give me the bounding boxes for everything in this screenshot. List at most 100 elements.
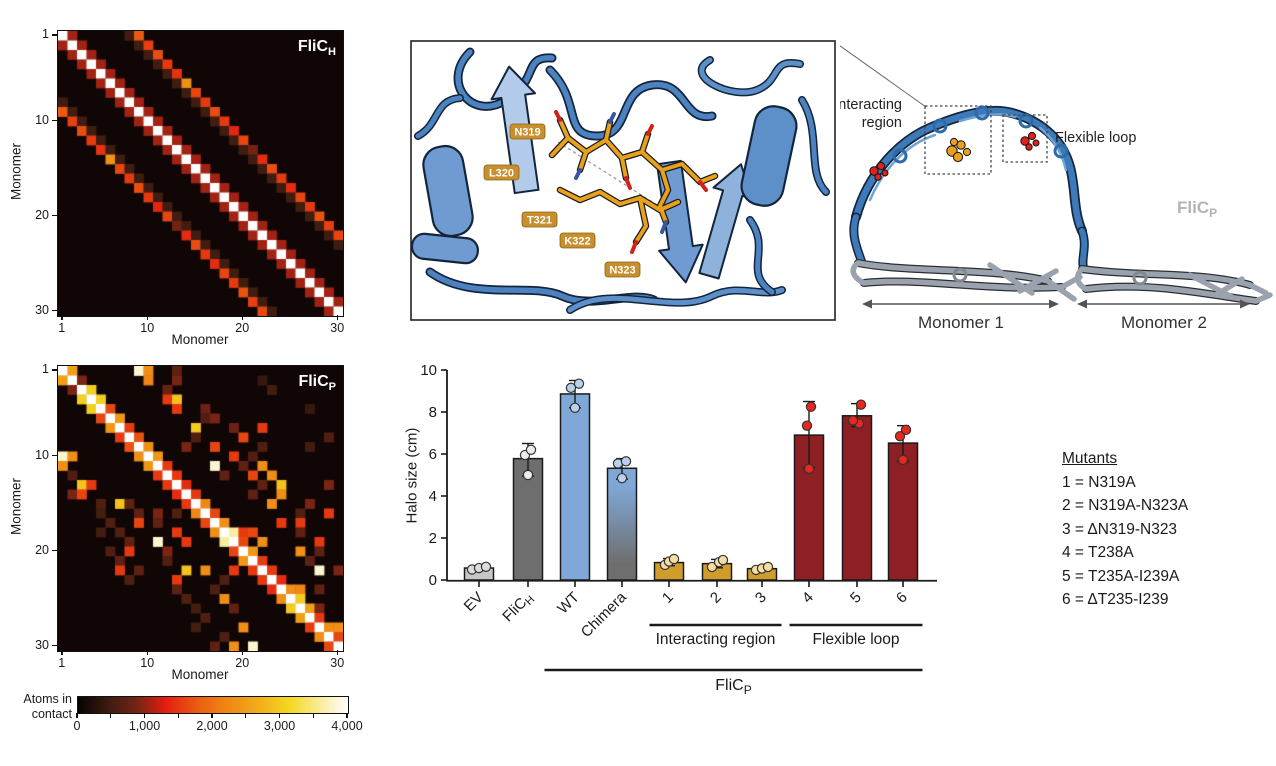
- residue-label-n319: N319: [509, 123, 546, 140]
- x-tick-mark: [61, 650, 63, 655]
- x-category-label-Chimera: Chimera: [578, 588, 631, 641]
- x-category-label-5: 5: [847, 589, 865, 607]
- svg-text:L320: L320: [489, 168, 514, 180]
- blue-arch-ribbon: [849, 105, 1089, 274]
- monomer2-label: Monomer 2: [1121, 313, 1207, 332]
- flich-heatmap-canvas: [57, 30, 344, 317]
- oxygen-atom-tips: [554, 110, 708, 254]
- colorbar-label: Atoms in contact: [23, 692, 72, 721]
- y-tick-label: 4: [429, 488, 437, 505]
- colorbar-tick-label: 3,000: [263, 719, 296, 733]
- colorbar-tick-mark: [312, 713, 314, 718]
- data-points-4: [801, 401, 817, 474]
- y-tick-label: 10: [420, 362, 437, 379]
- colorbar-tick-label: 1,000: [128, 719, 161, 733]
- y-tick-label: 0: [429, 572, 437, 589]
- y-tick-label: 6: [429, 446, 437, 463]
- gray-base-ribbons: [850, 259, 1273, 305]
- x-tick-label: 20: [235, 656, 250, 670]
- x-category-label-2: 2: [707, 589, 725, 607]
- flexible-loop-residues-red: [869, 131, 1040, 181]
- residue-label-k322: K322: [559, 232, 596, 249]
- colorbar-tick-mark: [76, 713, 78, 718]
- flexible-loop-box: [1002, 114, 1048, 163]
- flicp-overview-label: FliCP: [1177, 198, 1217, 220]
- residue-label-t321: T321: [521, 211, 558, 228]
- x-category-label-3: 3: [752, 589, 770, 607]
- y-tick-label: 30: [35, 302, 49, 317]
- svg-text:N319: N319: [514, 127, 540, 139]
- x-tick-label: 20: [235, 321, 250, 335]
- interacting-residue-sticks: [548, 110, 719, 254]
- x-category-label-6: 6: [893, 589, 911, 607]
- monomer2-arrow: [1077, 299, 1250, 309]
- y-tick-mark: [52, 644, 57, 647]
- colorbar-tick-mark: [110, 713, 112, 718]
- interacting-region-box: [924, 105, 992, 175]
- y-tick-label: 1: [42, 362, 49, 377]
- mutant-item-1: 1 = N319A: [1062, 473, 1136, 491]
- mutant-item-4: 4 = T238A: [1062, 544, 1134, 561]
- data-points-6: [894, 424, 912, 466]
- flich-title: FliCH: [297, 38, 336, 59]
- x-category-label-4: 4: [799, 589, 817, 607]
- x-tick-label: 1: [58, 321, 66, 335]
- bar-WT: [559, 393, 591, 581]
- interacting-region-residues-orange: [946, 137, 972, 163]
- dimer-overview-panel: Interacting region Flexible loop FliCP M…: [840, 45, 1273, 332]
- y-tick-mark: [52, 549, 57, 552]
- y-tick-mark: [52, 119, 57, 122]
- y-tick-mark: [52, 369, 57, 371]
- x-category-label-EV: EV: [461, 589, 487, 615]
- y-tick-mark: [52, 214, 57, 217]
- x-category-label-1: 1: [659, 589, 677, 607]
- mutant-item-6: 6 = ΔT235-I239: [1062, 591, 1169, 608]
- data-points-5: [847, 399, 867, 429]
- y-tick-mark: [52, 34, 57, 36]
- interacting-region-label-line2: region: [862, 115, 902, 131]
- x-category-label-FliC_H: FliCH: [499, 589, 537, 627]
- svg-text:K322: K322: [564, 236, 590, 248]
- data-points-WT: [565, 378, 585, 414]
- x-tick-mark: [241, 315, 244, 320]
- x-tick-label: 10: [140, 656, 155, 670]
- x-tick-mark: [336, 315, 339, 320]
- residue-labels: N319 L320 T321 K322 N323: [483, 123, 641, 278]
- bar-5: [841, 415, 873, 581]
- residue-label-l320: L320: [483, 164, 520, 181]
- y-tick-label: 20: [35, 207, 49, 222]
- y-tick-label: 8: [429, 404, 437, 421]
- svg-text:T321: T321: [527, 215, 552, 227]
- data-points-Chimera: [612, 456, 632, 484]
- flicp-x-axis-label: Monomer: [171, 667, 229, 682]
- bar-6: [887, 442, 919, 581]
- colorbar-tick-label: 0: [73, 719, 81, 733]
- y-tick-label: 20: [35, 542, 49, 557]
- y-tick-label: 30: [35, 637, 49, 652]
- y-tick-mark: [52, 309, 57, 312]
- interacting-region-label-line1: Interacting: [840, 97, 902, 113]
- x-tick-label: 1: [58, 656, 66, 670]
- structure-detail-panel: N319 L320 T321 K322 N323: [410, 40, 836, 321]
- x-tick-mark: [146, 315, 149, 320]
- colorbar-tick-mark: [143, 713, 146, 718]
- flexible-loop-label: Flexible loop: [1055, 130, 1136, 146]
- alpha-helix: [740, 105, 798, 207]
- mutant-item-5: 5 = T235A-I239A: [1062, 567, 1180, 585]
- flich-y-axis-label: Monomer: [8, 142, 24, 201]
- colorbar-gradient: [77, 696, 349, 714]
- colorbar-tick-mark: [278, 713, 281, 718]
- group-label: Flexible loop: [812, 631, 899, 648]
- zoom-connector-line: [840, 45, 927, 108]
- data-points-3: [750, 561, 774, 576]
- data-points-EV: [466, 561, 492, 575]
- x-tick-label: 10: [140, 321, 155, 335]
- alpha-helix: [410, 232, 479, 265]
- colorbar-tick-label: 2,000: [196, 719, 228, 733]
- x-tick-mark: [336, 650, 339, 655]
- colorbar-tick-label: 4,000: [331, 719, 363, 733]
- data-points-FliC_H: [519, 444, 537, 481]
- y-tick-label: 10: [35, 112, 49, 127]
- monomer1-label: Monomer 1: [918, 313, 1004, 332]
